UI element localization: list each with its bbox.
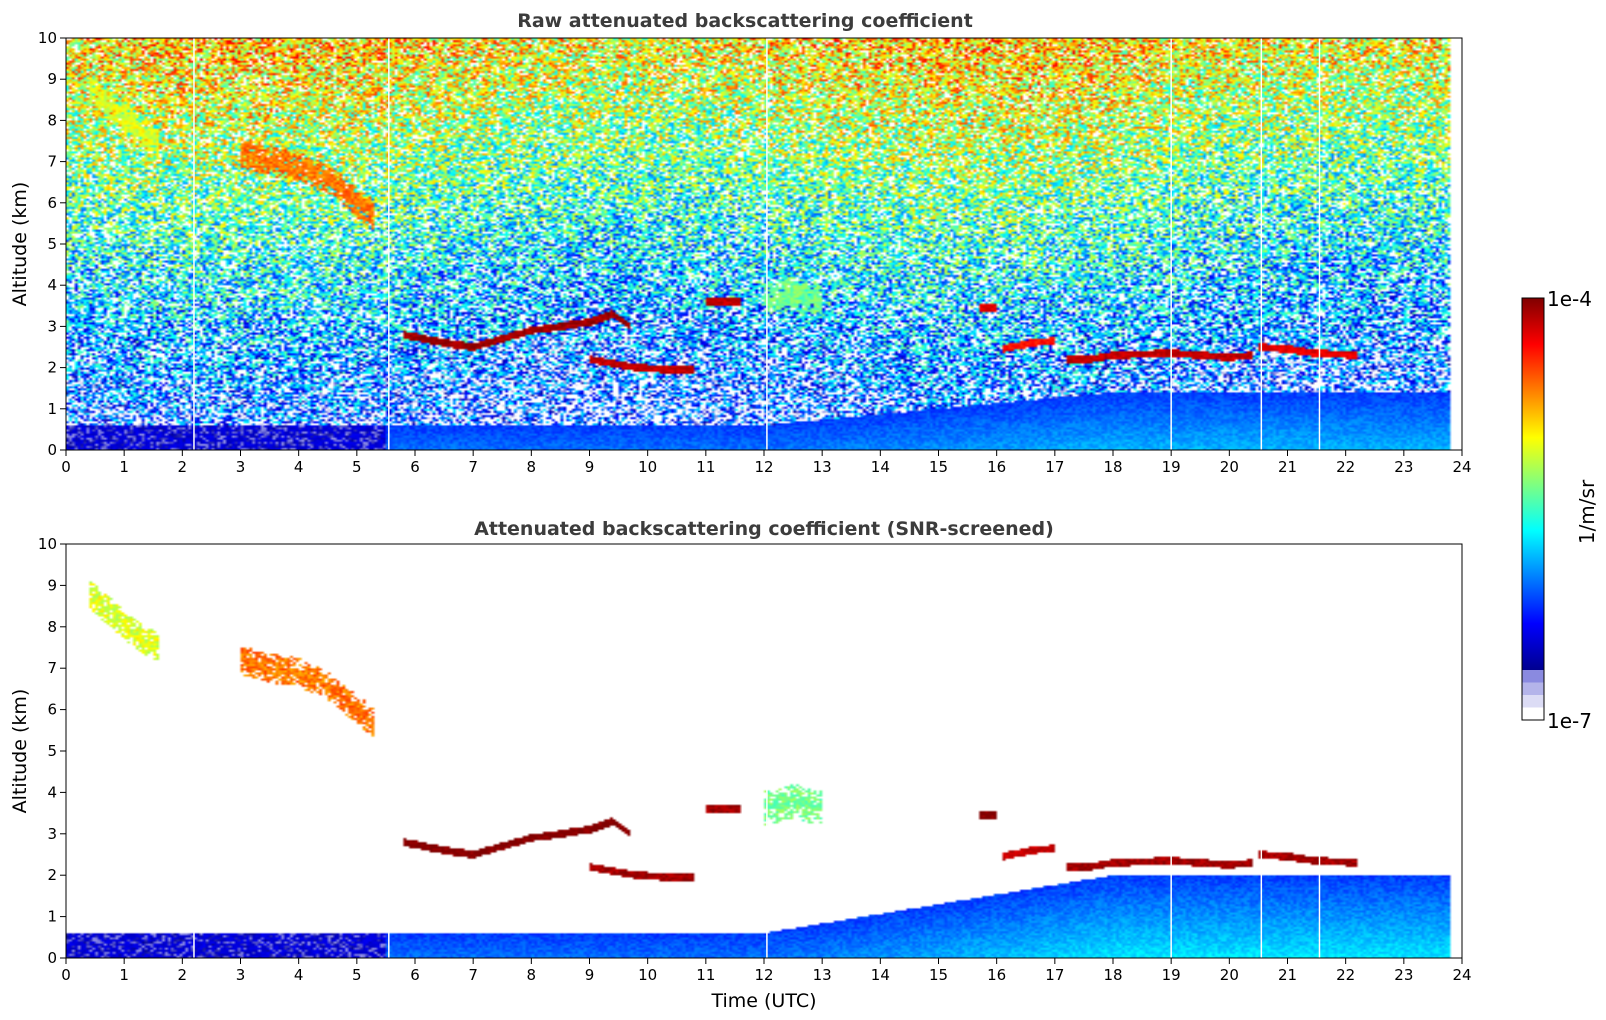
y-tick-label: 5 xyxy=(47,742,57,760)
x-tick-label: 23 xyxy=(1394,458,1413,476)
x-tick-label: 24 xyxy=(1452,458,1471,476)
x-tick-label: 15 xyxy=(929,458,948,476)
bottom-panel-x-axis-label: Time (UTC) xyxy=(710,990,816,1012)
x-tick-label: 9 xyxy=(585,966,595,984)
x-tick-label: 4 xyxy=(294,966,304,984)
y-tick-label: 9 xyxy=(47,576,57,594)
x-tick-label: 3 xyxy=(236,458,246,476)
x-tick-label: 19 xyxy=(1162,458,1181,476)
x-tick-label: 15 xyxy=(929,966,948,984)
y-tick-label: 2 xyxy=(47,866,57,884)
y-tick-label: 6 xyxy=(47,194,57,212)
x-tick-label: 0 xyxy=(61,966,71,984)
x-tick-label: 24 xyxy=(1452,966,1471,984)
y-tick-label: 4 xyxy=(47,276,57,294)
y-tick-label: 7 xyxy=(47,153,57,171)
y-tick-label: 8 xyxy=(47,111,57,129)
x-tick-label: 22 xyxy=(1336,458,1355,476)
x-tick-label: 10 xyxy=(638,966,657,984)
x-tick-label: 12 xyxy=(754,458,773,476)
x-tick-label: 7 xyxy=(468,966,478,984)
bottom-panel-data-gaps xyxy=(193,544,1321,958)
x-tick-label: 2 xyxy=(178,966,188,984)
x-tick-label: 19 xyxy=(1162,966,1181,984)
colorbar-unit-label: 1/m/sr xyxy=(1575,479,1599,544)
y-tick-label: 8 xyxy=(47,618,57,636)
y-tick-label: 5 xyxy=(47,235,57,253)
bottom-panel-y-axis-label: Altitude (km) xyxy=(9,689,31,814)
x-tick-label: 21 xyxy=(1278,458,1297,476)
top-panel-y-ticks: 0 1 2 3 4 5 6 7 8 9 10 xyxy=(38,29,1462,459)
y-tick-label: 10 xyxy=(38,535,57,553)
colorbar: 1e-4 1e-7 1/m/sr xyxy=(1521,287,1599,733)
top-panel-heatmap xyxy=(66,38,1462,450)
colorbar-frame xyxy=(1521,297,1545,721)
x-tick-label: 22 xyxy=(1336,966,1355,984)
x-tick-label: 16 xyxy=(987,966,1006,984)
x-tick-label: 13 xyxy=(813,458,832,476)
colorbar-low-band xyxy=(1522,670,1544,683)
y-tick-label: 9 xyxy=(47,70,57,88)
x-tick-label: 12 xyxy=(754,966,773,984)
y-tick-label: 6 xyxy=(47,701,57,719)
bottom-panel: Attenuated backscattering coefficient (S… xyxy=(9,518,1472,1012)
top-panel-title: Raw attenuated backscattering coefficien… xyxy=(517,10,973,32)
x-tick-label: 14 xyxy=(871,966,890,984)
colorbar-min-label: 1e-7 xyxy=(1547,709,1592,733)
x-tick-label: 16 xyxy=(987,458,1006,476)
x-tick-label: 3 xyxy=(236,966,246,984)
x-tick-label: 7 xyxy=(468,458,478,476)
colorbar-low-band xyxy=(1522,695,1544,708)
x-tick-label: 6 xyxy=(410,966,420,984)
x-tick-label: 18 xyxy=(1103,966,1122,984)
bottom-panel-frame xyxy=(65,543,1463,959)
x-tick-label: 8 xyxy=(527,458,537,476)
x-tick-label: 0 xyxy=(61,458,71,476)
y-tick-label: 7 xyxy=(47,659,57,677)
x-tick-label: 21 xyxy=(1278,966,1297,984)
x-tick-label: 18 xyxy=(1103,458,1122,476)
x-tick-label: 1 xyxy=(119,458,129,476)
y-tick-label: 3 xyxy=(47,317,57,335)
x-tick-label: 13 xyxy=(813,966,832,984)
top-panel: Raw attenuated backscattering coefficien… xyxy=(9,10,1472,476)
y-tick-label: 1 xyxy=(47,400,57,418)
x-tick-label: 5 xyxy=(352,966,362,984)
x-tick-label: 17 xyxy=(1045,966,1064,984)
bottom-panel-title: Attenuated backscattering coefficient (S… xyxy=(474,518,1054,540)
x-tick-label: 8 xyxy=(527,966,537,984)
top-panel-y-axis-label: Altitude (km) xyxy=(9,182,31,307)
x-tick-label: 9 xyxy=(585,458,595,476)
y-tick-label: 0 xyxy=(47,949,57,967)
x-tick-label: 14 xyxy=(871,458,890,476)
x-tick-label: 10 xyxy=(638,458,657,476)
top-panel-x-ticks: 0 1 2 3 4 5 6 7 8 9 10 11 12 13 14 15 16 17 18 19 20 21 22 23 24 xyxy=(61,38,1472,476)
y-tick-label: 2 xyxy=(47,359,57,377)
colorbar-low-band xyxy=(1522,682,1544,696)
y-tick-label: 0 xyxy=(47,441,57,459)
x-tick-label: 11 xyxy=(696,458,715,476)
x-tick-label: 23 xyxy=(1394,966,1413,984)
colorbar-gradient xyxy=(1522,298,1544,670)
x-tick-label: 5 xyxy=(352,458,362,476)
x-tick-label: 20 xyxy=(1220,966,1239,984)
colorbar-max-label: 1e-4 xyxy=(1547,287,1592,311)
colorbar-low-bands xyxy=(1522,670,1544,721)
x-tick-label: 17 xyxy=(1045,458,1064,476)
x-tick-label: 20 xyxy=(1220,458,1239,476)
x-tick-label: 6 xyxy=(410,458,420,476)
top-panel-data-gaps xyxy=(193,38,1321,450)
x-tick-label: 11 xyxy=(696,966,715,984)
bottom-panel-heatmap xyxy=(66,544,1462,958)
x-tick-label: 4 xyxy=(294,458,304,476)
y-tick-label: 10 xyxy=(38,29,57,47)
y-tick-label: 3 xyxy=(47,825,57,843)
top-panel-frame xyxy=(65,37,1463,451)
x-tick-label: 2 xyxy=(178,458,188,476)
x-tick-label: 1 xyxy=(119,966,129,984)
y-tick-label: 1 xyxy=(47,908,57,926)
y-tick-label: 4 xyxy=(47,783,57,801)
colorbar-low-band xyxy=(1522,707,1544,721)
